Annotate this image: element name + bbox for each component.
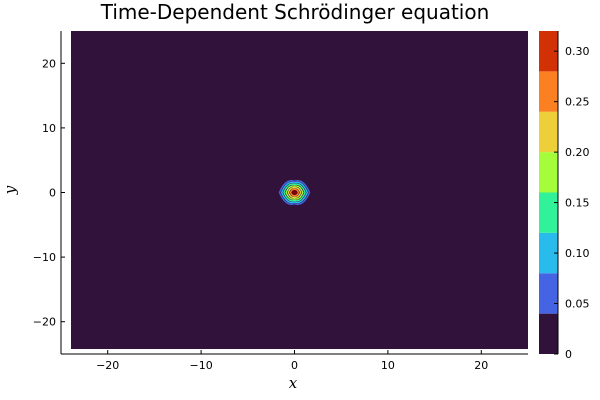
x-tick-label: 10: [381, 359, 395, 372]
y-tick-label: 10: [42, 122, 56, 135]
contour-ring: [280, 181, 309, 204]
y-tick-label: −10: [33, 251, 56, 264]
colorbar-tick-label: 0.05: [565, 298, 590, 311]
y-tick-label: 20: [42, 57, 56, 70]
colorbar-band: [539, 71, 558, 112]
colorbar-tick-label: 0.15: [565, 197, 590, 210]
x-tick-label: −10: [189, 359, 212, 372]
contour-lines: [278, 180, 311, 205]
x-tick-label: 0: [291, 359, 298, 372]
x-tick-label: 20: [474, 359, 488, 372]
contour-ring: [285, 185, 304, 200]
colorbar-band: [539, 232, 558, 274]
colorbar-band: [539, 152, 558, 193]
contour-ring: [283, 183, 306, 202]
colorbar-band: [539, 111, 558, 153]
colorbar-band: [539, 31, 558, 72]
y-axis-ticks: −20 −10 0 10 20: [33, 57, 65, 329]
colorbar-tick-label: 0.25: [565, 96, 590, 109]
contour-peak: [292, 190, 297, 195]
colorbar-band: [539, 273, 558, 314]
y-tick-label: −20: [33, 316, 56, 329]
x-tick-label: −20: [96, 359, 119, 372]
x-axis-label: x: [289, 374, 298, 392]
colorbar-tick-label: 0: [565, 348, 572, 361]
chart-title: Time-Dependent Schrödinger equation: [100, 0, 490, 24]
y-tick-label: 0: [49, 187, 56, 200]
colorbar-band: [539, 192, 558, 233]
colorbar-tick-label: 0.10: [565, 247, 590, 260]
colorbar-tick-label: 0.20: [565, 146, 590, 159]
colorbar-tick-label: 0.30: [565, 45, 590, 58]
contour-ring: [278, 180, 311, 205]
y-axis-label: y: [1, 185, 19, 195]
x-axis-ticks: −20 −10 0 10 20: [96, 350, 488, 372]
colorbar-band: [539, 313, 558, 354]
contour-ring: [289, 188, 300, 197]
colorbar: 0 0.05 0.10 0.15 0.20 0.25 0.30: [539, 31, 590, 361]
contour-ring: [287, 186, 302, 199]
